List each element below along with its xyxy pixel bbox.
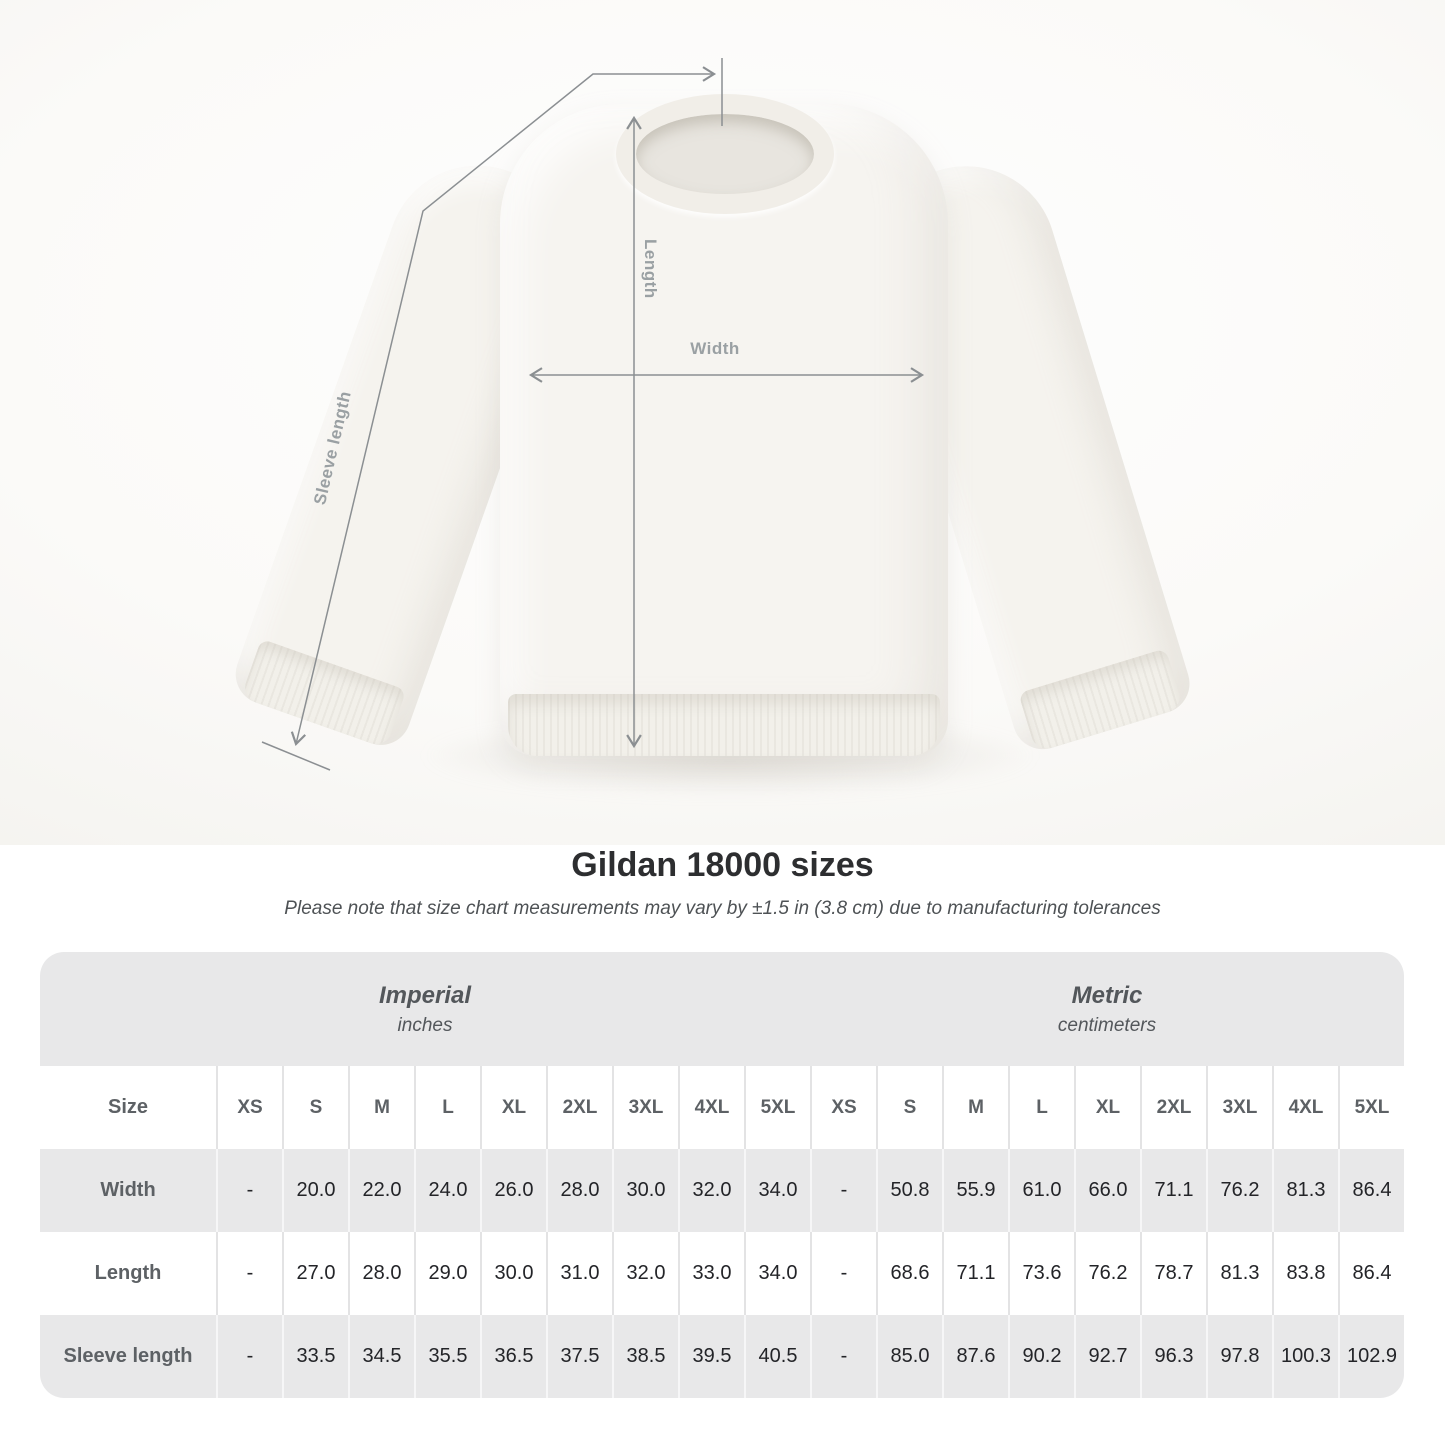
size-col-header: 4XL <box>678 1066 744 1149</box>
size-col-header: 5XL <box>1338 1066 1404 1149</box>
table-cell: 28.0 <box>546 1149 612 1232</box>
table-cell: 32.0 <box>612 1232 678 1315</box>
table-cell: - <box>216 1315 282 1398</box>
table-cell: 27.0 <box>282 1232 348 1315</box>
table-cell: 61.0 <box>1008 1149 1074 1232</box>
imperial-section-header: Imperial inches <box>40 952 810 1066</box>
table-cell: 81.3 <box>1206 1232 1272 1315</box>
table-cell: 38.5 <box>612 1315 678 1398</box>
table-cell: 20.0 <box>282 1149 348 1232</box>
metric-section-unit: centimeters <box>1057 1014 1157 1036</box>
table-cell: 40.5 <box>744 1315 810 1398</box>
size-col-header: XL <box>480 1066 546 1149</box>
table-row: Sleeve length -33.5 34.5 35.5 36.5 37.5 38.5 39… <box>40 1315 1404 1398</box>
table-cell: 30.0 <box>480 1232 546 1315</box>
table-cell: 92.7 <box>1074 1315 1140 1398</box>
table-cell: 34.0 <box>744 1149 810 1232</box>
table-cell: - <box>216 1149 282 1232</box>
table-cell: - <box>810 1315 876 1398</box>
size-col-header: S <box>876 1066 942 1149</box>
row-label: Sleeve length <box>63 1345 193 1367</box>
size-header: Size <box>107 1096 149 1118</box>
size-col-header: S <box>282 1066 348 1149</box>
size-table-grid: Size XS S M L XL 2XL 3XL 4XL 5XL XS S M L XL 2XL 3XL 4XL 5… <box>40 1066 1404 1398</box>
table-cell: - <box>216 1232 282 1315</box>
table-cell: 96.3 <box>1140 1315 1206 1398</box>
table-cell: 86.4 <box>1338 1149 1404 1232</box>
table-cell: 32.0 <box>678 1149 744 1232</box>
sweatshirt-collar <box>616 94 834 214</box>
size-col-header: 3XL <box>1206 1066 1272 1149</box>
length-measure-label: Length <box>641 239 660 299</box>
imperial-section-unit: inches <box>397 1014 453 1036</box>
metric-section-title: Metric <box>1071 981 1143 1009</box>
table-cell: 76.2 <box>1206 1149 1272 1232</box>
tolerance-note: Please note that size chart measurements… <box>284 898 1161 919</box>
width-measure-label: Width <box>690 339 740 358</box>
table-cell: 71.1 <box>1140 1149 1206 1232</box>
table-cell: 50.8 <box>876 1149 942 1232</box>
table-cell: 86.4 <box>1338 1232 1404 1315</box>
table-row: Length -27.0 28.0 29.0 30.0 31.0 32.0 33.0 34.0-… <box>40 1232 1404 1315</box>
table-cell: 22.0 <box>348 1149 414 1232</box>
table-cell: - <box>810 1149 876 1232</box>
table-cell: 100.3 <box>1272 1315 1338 1398</box>
size-col-header: 3XL <box>612 1066 678 1149</box>
table-cell: 33.5 <box>282 1315 348 1398</box>
size-col-header: 5XL <box>744 1066 810 1149</box>
size-col-header: XS <box>810 1066 876 1149</box>
table-cell: 90.2 <box>1008 1315 1074 1398</box>
sweatshirt-hem <box>508 694 940 756</box>
table-cell: 36.5 <box>480 1315 546 1398</box>
table-cell: 34.0 <box>744 1232 810 1315</box>
table-cell: 71.1 <box>942 1232 1008 1315</box>
table-cell: 73.6 <box>1008 1232 1074 1315</box>
page-title: Gildan 18000 sizes <box>571 846 874 884</box>
table-cell: 31.0 <box>546 1232 612 1315</box>
table-cell: 102.9 <box>1338 1315 1404 1398</box>
size-col-header: XS <box>216 1066 282 1149</box>
table-cell: 78.7 <box>1140 1232 1206 1315</box>
table-cell: 66.0 <box>1074 1149 1140 1232</box>
table-cell: 87.6 <box>942 1315 1008 1398</box>
table-cell: 83.8 <box>1272 1232 1338 1315</box>
size-table: Imperial inches Metric centimeters Size X… <box>40 952 1404 1398</box>
table-row: Width -20.0 22.0 24.0 26.0 28.0 30.0 32.0 34.0-5… <box>40 1149 1404 1232</box>
table-cell: 39.5 <box>678 1315 744 1398</box>
table-cell: 26.0 <box>480 1149 546 1232</box>
table-cell: 76.2 <box>1074 1232 1140 1315</box>
table-cell: 35.5 <box>414 1315 480 1398</box>
row-label: Length <box>94 1262 162 1284</box>
metric-section-header: Metric centimeters <box>810 952 1404 1066</box>
table-cell: 85.0 <box>876 1315 942 1398</box>
size-col-header: M <box>348 1066 414 1149</box>
table-cell: 30.0 <box>612 1149 678 1232</box>
table-cell: 24.0 <box>414 1149 480 1232</box>
row-label: Width <box>100 1179 156 1201</box>
table-cell: 97.8 <box>1206 1315 1272 1398</box>
size-col-header: L <box>414 1066 480 1149</box>
size-col-header: 2XL <box>1140 1066 1206 1149</box>
table-cell: 29.0 <box>414 1232 480 1315</box>
size-col-header: 4XL <box>1272 1066 1338 1149</box>
imperial-section-title: Imperial <box>378 981 472 1009</box>
table-cell: 28.0 <box>348 1232 414 1315</box>
size-col-header: L <box>1008 1066 1074 1149</box>
table-cell: 81.3 <box>1272 1149 1338 1232</box>
size-col-header: 2XL <box>546 1066 612 1149</box>
table-cell: 55.9 <box>942 1149 1008 1232</box>
table-cell: 37.5 <box>546 1315 612 1398</box>
size-col-header: XL <box>1074 1066 1140 1149</box>
table-cell: - <box>810 1232 876 1315</box>
table-cell: 34.5 <box>348 1315 414 1398</box>
unit-section-header: Imperial inches Metric centimeters <box>40 952 1404 1066</box>
table-cell: 68.6 <box>876 1232 942 1315</box>
size-header-row: Size XS S M L XL 2XL 3XL 4XL 5XL XS S M L XL 2XL 3XL 4XL 5… <box>40 1066 1404 1149</box>
table-cell: 33.0 <box>678 1232 744 1315</box>
size-col-header: M <box>942 1066 1008 1149</box>
